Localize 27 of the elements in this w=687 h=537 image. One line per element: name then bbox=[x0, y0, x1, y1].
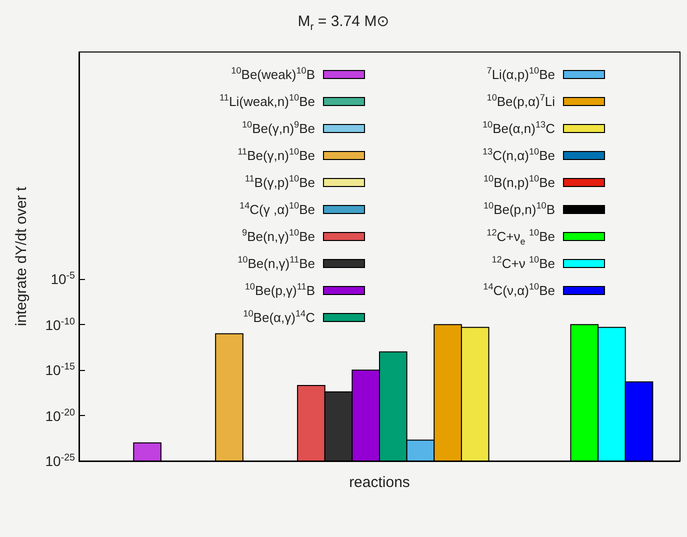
y-tick-label: 10$^{-5}$ bbox=[50, 270, 75, 288]
legend-label: $^{10}$Be(α,n)$^{13}$C bbox=[482, 120, 555, 136]
legend-label: $^{10}$Be(p,n)$^{10}$B bbox=[483, 200, 555, 217]
legend-label: $^{10}$Be(p,α)$^{7}$Li bbox=[486, 92, 555, 109]
legend-label: $^{13}$C(n,α)$^{10}$Be bbox=[482, 146, 555, 163]
y-tick-label: 10$^{-15}$ bbox=[45, 361, 75, 378]
chart-title: M$_{r}$ = 3.74 M⊙ bbox=[296, 13, 390, 33]
legend-label: $^{10}$Be(γ,n)$^{9}$Be bbox=[242, 120, 315, 136]
legend-label: $^{11}$B(γ,p)$^{10}$Be bbox=[244, 174, 315, 190]
y-tick-label: 10$^{-20}$ bbox=[45, 406, 75, 424]
y-axis-title: integrate dY/dt over t bbox=[13, 186, 30, 326]
legend-label: $^{12}$C+ν$_{e}$ $^{10}$Be bbox=[486, 228, 555, 247]
legend-label: $^{10}$Be(p,γ)$^{11}$B bbox=[244, 282, 315, 298]
legend-label: $^{14}$C(ν,α)$^{10}$Be bbox=[483, 282, 555, 298]
legend-label: $^{10}$Be(weak)$^{10}$B bbox=[231, 66, 315, 82]
legend-label: $^{11}$Li(weak,n)$^{10}$Be bbox=[220, 92, 315, 109]
legend-label: $^{10}$Be(n,γ)$^{11}$Be bbox=[238, 254, 315, 271]
y-tick-label: 10$^{-10}$ bbox=[45, 316, 75, 333]
legend-label: $^{10}$B(n,p)$^{10}$Be bbox=[483, 174, 555, 190]
y-tick-label: 10$^{-25}$ bbox=[45, 452, 75, 469]
legend-label: $^{10}$Be(α,γ)$^{14}$C bbox=[243, 308, 315, 325]
legend-label: $^{11}$Be(γ,n)$^{10}$Be bbox=[238, 146, 315, 163]
legend-label: $^{9}$Be(n,γ)$^{10}$Be bbox=[242, 228, 315, 244]
x-axis-title: reactions bbox=[349, 474, 410, 491]
legend-label: $^{12}$C+ν $^{10}$Be bbox=[492, 254, 555, 271]
legend-label: $^{7}$Li(α,p)$^{10}$Be bbox=[486, 66, 555, 82]
legend-label: $^{14}$C(γ ,α)$^{10}$Be bbox=[240, 200, 315, 217]
